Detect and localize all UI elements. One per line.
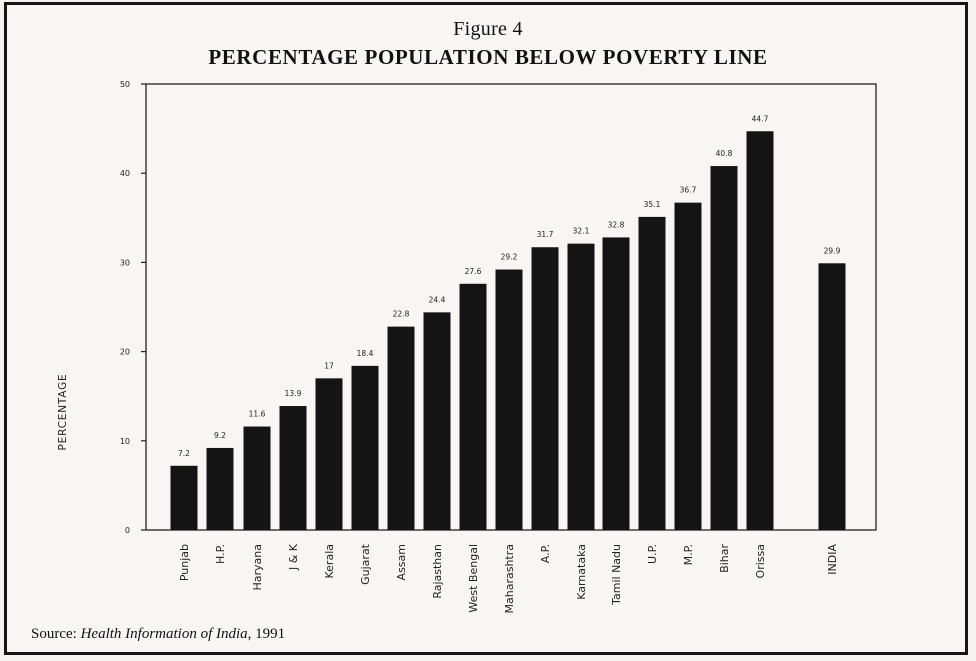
data-label: 17 <box>324 361 334 370</box>
data-label: 29.2 <box>501 253 518 262</box>
y-tick-label: 0 <box>125 526 130 535</box>
source-note: Source: Health Information of India, 199… <box>31 626 285 643</box>
data-label: 13.9 <box>285 389 302 398</box>
y-tick-label: 40 <box>120 169 130 178</box>
category-label: A.P. <box>539 544 552 563</box>
bar-maharashtra <box>495 269 523 530</box>
bar-gujarat <box>351 365 379 530</box>
figure-number: Figure 4 <box>453 18 523 40</box>
y-tick-label: 50 <box>120 80 130 89</box>
data-label: 40.8 <box>716 149 733 158</box>
source-title: Health Information of India <box>80 626 248 642</box>
source-year: , 1991 <box>247 626 286 642</box>
category-label: West Bengal <box>467 544 480 613</box>
bar-assam <box>387 326 415 530</box>
bar-a-p- <box>531 247 559 530</box>
bar-j-k <box>279 406 307 530</box>
y-axis-label: PERCENTAGE <box>57 374 69 451</box>
category-label: J & K <box>287 543 300 571</box>
source-prefix: Source: <box>31 626 81 642</box>
data-label: 32.1 <box>573 227 590 236</box>
data-label: 44.7 <box>752 114 769 123</box>
data-label: 18.4 <box>357 349 374 358</box>
category-label: Assam <box>395 544 408 580</box>
category-label: Rajasthan <box>431 544 444 599</box>
bar-india <box>818 263 846 530</box>
bar-orissa <box>746 131 774 530</box>
bar-west-bengal <box>459 283 487 530</box>
y-tick-label: 20 <box>120 348 130 357</box>
category-label: Bihar <box>718 544 731 573</box>
data-label: 32.8 <box>608 220 625 229</box>
bar-rajasthan <box>423 312 451 530</box>
bar-u-p- <box>638 216 666 530</box>
bar-h-p- <box>206 447 234 530</box>
y-tick-label: 30 <box>120 258 130 267</box>
category-label: Punjab <box>178 544 191 581</box>
data-label: 7.2 <box>178 449 190 458</box>
category-label: H.P. <box>214 544 227 564</box>
category-label: Haryana <box>251 544 264 591</box>
data-label: 11.6 <box>249 410 266 419</box>
category-label: M.P. <box>682 544 695 565</box>
data-label: 27.6 <box>465 267 482 276</box>
category-label: INDIA <box>826 544 839 575</box>
category-label: Kerala <box>323 544 336 579</box>
y-tick-label: 10 <box>120 437 130 446</box>
category-label: U.P. <box>646 544 659 564</box>
bar-punjab <box>170 465 198 530</box>
data-label: 22.8 <box>393 310 410 319</box>
bar-bihar <box>710 166 738 530</box>
bar-m-p- <box>674 202 702 531</box>
data-label: 36.7 <box>680 186 697 195</box>
bar-haryana <box>243 426 271 530</box>
data-label: 24.4 <box>429 295 446 304</box>
bar-kerala <box>315 378 343 530</box>
data-label: 29.9 <box>824 246 841 255</box>
data-label: 9.2 <box>214 431 226 440</box>
bar-karnataka <box>567 243 595 530</box>
data-label: 35.1 <box>644 200 661 209</box>
category-label: Orissa <box>754 544 767 578</box>
category-label: Maharashtra <box>503 544 516 614</box>
figure-title: PERCENTAGE POPULATION BELOW POVERTY LINE <box>208 45 768 69</box>
category-label: Karnataka <box>575 544 588 600</box>
category-label: Gujarat <box>359 543 372 585</box>
category-label: Tamil Nadu <box>610 544 623 606</box>
bar-tamil-nadu <box>602 237 630 530</box>
data-label: 31.7 <box>537 230 554 239</box>
